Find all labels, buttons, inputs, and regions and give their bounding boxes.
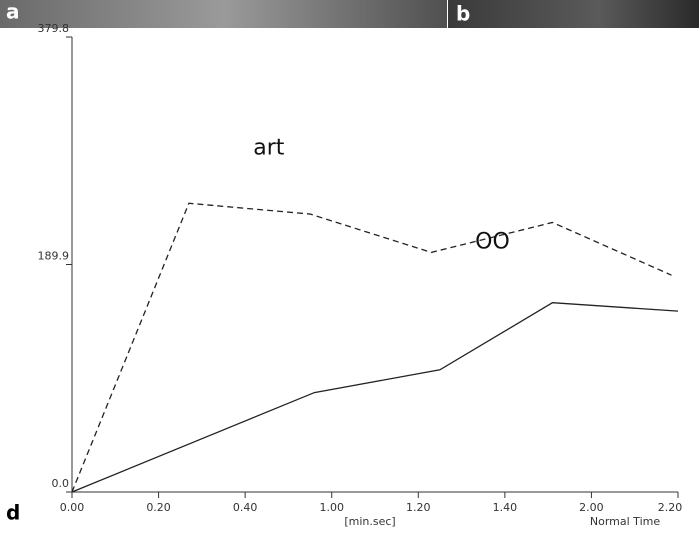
x-tick-label: 2.20 xyxy=(658,501,683,514)
y-tick-label: 379.8 xyxy=(38,22,70,35)
series-line xyxy=(72,303,678,492)
x-axis-label: Normal Time xyxy=(590,515,660,528)
x-tick-label: 2.00 xyxy=(579,501,604,514)
y-tick-label: 0.0 xyxy=(52,477,70,490)
x-tick-label: 0.00 xyxy=(60,501,85,514)
y-tick-label: 189.9 xyxy=(38,250,70,263)
x-tick-label: 0.40 xyxy=(233,501,258,514)
series-label: OO xyxy=(475,230,510,255)
x-tick-label: 1.40 xyxy=(493,501,518,514)
panel-label: a xyxy=(6,0,20,24)
x-axis-label: [min.sec] xyxy=(344,515,395,528)
panel-label: d xyxy=(6,501,20,525)
x-tick-label: 1.00 xyxy=(319,501,344,514)
chart: a b d [min.sec] Normal Time 0.0 189.9 379.… xyxy=(0,0,699,543)
x-tick-label: 0.20 xyxy=(146,501,171,514)
image-strip-b xyxy=(448,0,699,28)
series-line xyxy=(72,203,672,492)
x-tick-label: 1.20 xyxy=(406,501,431,514)
panel-label: b xyxy=(456,2,470,26)
series-label: art xyxy=(253,135,285,160)
